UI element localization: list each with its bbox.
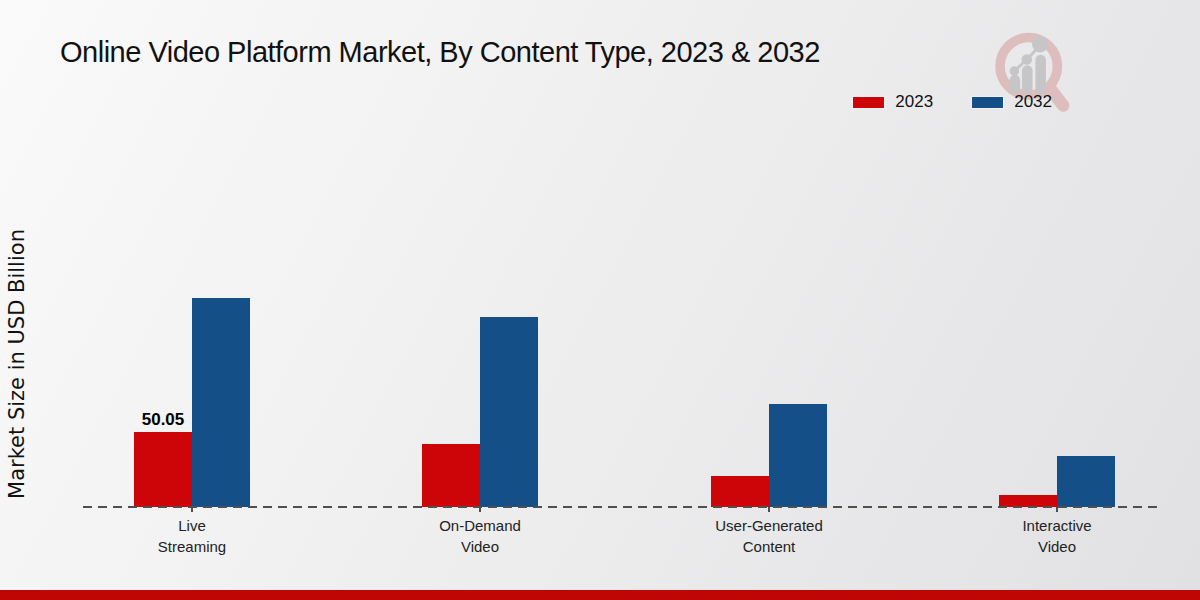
bar-value-label-2023-live-streaming: 50.05 [113,410,213,430]
chart-canvas: Online Video Platform Market, By Content… [0,0,1200,600]
bar-2032-interactive-video [1057,456,1115,507]
footer-accent-bar [0,590,1200,600]
category-label-user-generated-content: User-Generated Content [669,515,869,557]
category-label-on-demand-video: On-Demand Video [380,515,580,557]
x-axis-baseline [83,506,1163,508]
bar-2032-live-streaming [192,298,250,507]
bar-2032-user-generated-content [769,404,827,507]
category-label-live-streaming: Live Streaming [92,515,292,557]
x-axis-tick-interactive-video [1056,507,1058,512]
bar-2023-user-generated-content [711,476,769,507]
bar-2032-on-demand-video [480,317,538,507]
x-axis-tick-live-streaming [191,507,193,512]
plot-area: 50.05 Live Streaming On-Demand Video User-G… [0,0,1200,600]
x-axis-tick-on-demand-video [479,507,481,512]
bar-2023-live-streaming [134,432,192,507]
bar-2023-on-demand-video [422,444,480,507]
x-axis-tick-user-generated-content [768,507,770,512]
category-label-interactive-video: Interactive Video [957,515,1157,557]
